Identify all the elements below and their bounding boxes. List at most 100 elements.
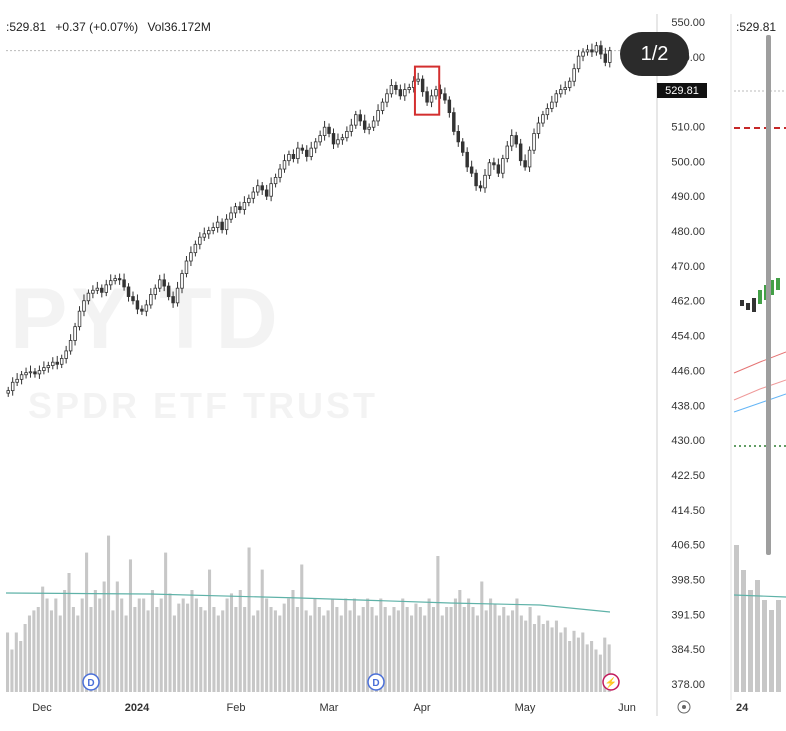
volume-bar bbox=[41, 586, 45, 692]
candle-body bbox=[122, 279, 126, 288]
volume-ma-line bbox=[5, 592, 611, 613]
volume-bar bbox=[194, 598, 198, 692]
candle-body bbox=[278, 168, 282, 178]
candle-body bbox=[429, 95, 434, 103]
volume-bar bbox=[58, 615, 62, 692]
volume-bar bbox=[260, 569, 264, 692]
candle-body bbox=[256, 185, 260, 193]
volume-bar bbox=[330, 598, 335, 692]
volume-bar bbox=[80, 598, 84, 692]
volume-bar bbox=[216, 615, 220, 692]
volume-bar bbox=[431, 607, 436, 692]
candle-body bbox=[331, 133, 336, 145]
y-tick-label: 462.00 bbox=[671, 296, 705, 308]
volume-bar bbox=[10, 649, 14, 692]
candle-body bbox=[19, 374, 24, 380]
volume-bar bbox=[172, 615, 176, 692]
candle-body bbox=[358, 114, 362, 122]
volume-bar bbox=[348, 610, 352, 692]
volume-bar bbox=[423, 615, 427, 692]
candle-body bbox=[554, 93, 559, 103]
candle-body bbox=[608, 50, 612, 63]
candle-body bbox=[572, 68, 576, 82]
y-tick-label: 490.00 bbox=[671, 191, 705, 203]
candle-body bbox=[144, 304, 149, 312]
volume-bar bbox=[190, 590, 194, 692]
candle-body bbox=[282, 160, 287, 170]
volume-bar bbox=[344, 598, 348, 692]
volume-bar bbox=[511, 610, 515, 692]
candle-body bbox=[305, 149, 309, 157]
candle-body bbox=[313, 141, 318, 149]
volume-bar bbox=[497, 615, 501, 692]
volume-bar bbox=[111, 610, 115, 692]
volume-bar bbox=[177, 603, 181, 692]
page-indicator[interactable]: 1/2 bbox=[620, 32, 689, 76]
volume-bar bbox=[36, 607, 40, 692]
right-panel-ma-blue bbox=[733, 393, 786, 413]
volume-bar bbox=[107, 535, 111, 692]
volume-bar bbox=[300, 564, 304, 692]
candle-body bbox=[505, 145, 510, 159]
candle-body bbox=[28, 371, 33, 374]
volume-bar bbox=[339, 615, 343, 692]
event-marker bbox=[367, 673, 385, 691]
candle-body bbox=[425, 91, 429, 103]
candle-body bbox=[327, 126, 331, 134]
candle-body bbox=[567, 80, 572, 88]
volume-bar bbox=[102, 581, 106, 692]
x-tick-label: May bbox=[515, 702, 536, 714]
volume-bar bbox=[326, 610, 330, 692]
volume-bar bbox=[282, 603, 286, 692]
candle-body bbox=[403, 89, 407, 97]
candle-body bbox=[563, 87, 567, 90]
volume-bar bbox=[142, 598, 146, 692]
candle-body bbox=[95, 287, 100, 291]
candle-body bbox=[385, 93, 389, 103]
candle-body bbox=[532, 133, 536, 151]
candle-body bbox=[501, 158, 505, 174]
volume-bar bbox=[519, 615, 523, 692]
volume-bar bbox=[458, 590, 462, 692]
right-panel-candle bbox=[770, 280, 774, 295]
volume-bar bbox=[159, 598, 163, 692]
volume-bar bbox=[594, 649, 598, 692]
volume-bar bbox=[471, 607, 475, 692]
volume-bar bbox=[247, 547, 251, 692]
volume-bar bbox=[541, 624, 545, 692]
volume-bar bbox=[489, 598, 493, 692]
candle-body bbox=[55, 361, 59, 365]
volume-bar bbox=[212, 607, 216, 692]
candle-body bbox=[108, 280, 113, 286]
volume-bar bbox=[453, 598, 457, 692]
event-marker bbox=[82, 673, 100, 691]
volume-bar bbox=[234, 607, 238, 692]
volume-bar bbox=[181, 598, 185, 692]
candle-body bbox=[318, 135, 322, 143]
candle-body bbox=[380, 101, 385, 111]
y-tick-label: 414.50 bbox=[671, 505, 705, 517]
candle-body bbox=[198, 236, 202, 245]
candle-body bbox=[215, 221, 220, 228]
volume-bar bbox=[502, 607, 506, 692]
candle-body bbox=[100, 287, 104, 293]
volume-bar bbox=[6, 632, 10, 692]
candle-body bbox=[251, 191, 256, 199]
y-tick-label: 430.00 bbox=[671, 435, 705, 447]
volume-bar bbox=[532, 624, 537, 692]
volume-bar bbox=[128, 559, 133, 692]
right-panel-candle bbox=[758, 290, 762, 304]
volume-bar bbox=[133, 607, 137, 692]
candle-body bbox=[434, 89, 438, 97]
candle-body bbox=[394, 85, 398, 90]
candle-body bbox=[309, 147, 313, 157]
candle-body bbox=[541, 114, 545, 124]
candle-body bbox=[86, 292, 91, 302]
volume-bar bbox=[313, 598, 317, 692]
volume-bar bbox=[32, 610, 36, 692]
volume-bar bbox=[146, 610, 150, 692]
y-tick-label: 480.00 bbox=[671, 226, 705, 238]
watermark-name: SPDR ETF TRUST bbox=[28, 385, 379, 426]
event-marker-label: D bbox=[372, 678, 379, 689]
